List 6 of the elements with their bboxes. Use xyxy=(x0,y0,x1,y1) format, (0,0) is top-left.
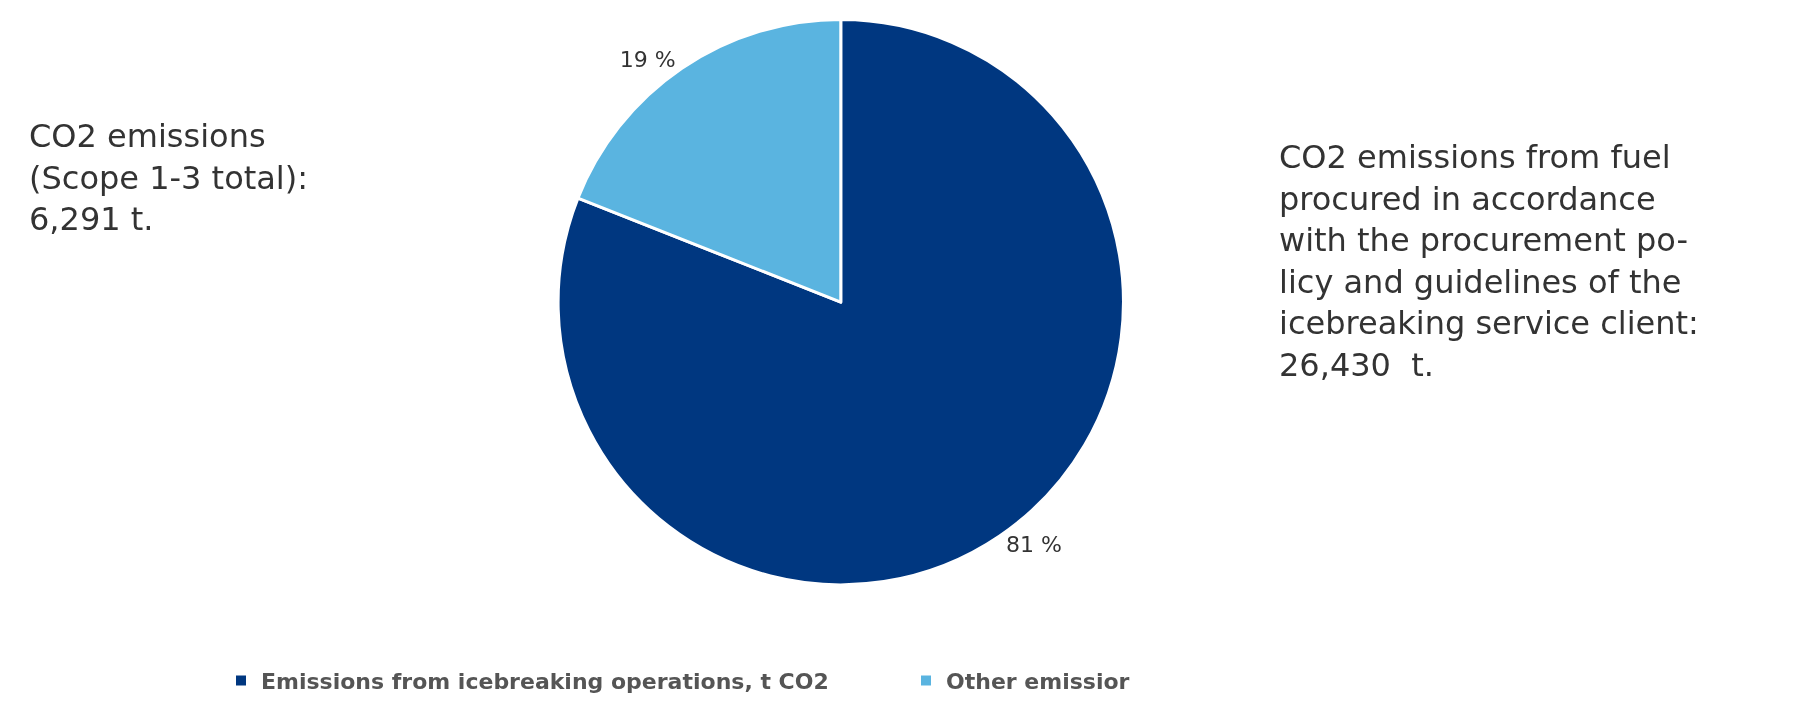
data-label: 19 % xyxy=(619,47,676,73)
text: CO2 emissions from fuel procured in accordance with the procurement po- licy and guidelines of the icebreaking service client: 26,430 t. xyxy=(1279,138,1699,384)
legend-label: Emissions from icebreaking operations, t CO2 xyxy=(261,669,829,695)
data-label: 81 % xyxy=(1005,532,1062,557)
text: CO2 emissions (Scope 1-3 total): 6,291 t. xyxy=(29,117,309,239)
legend-label: Other emissior xyxy=(946,669,1130,695)
